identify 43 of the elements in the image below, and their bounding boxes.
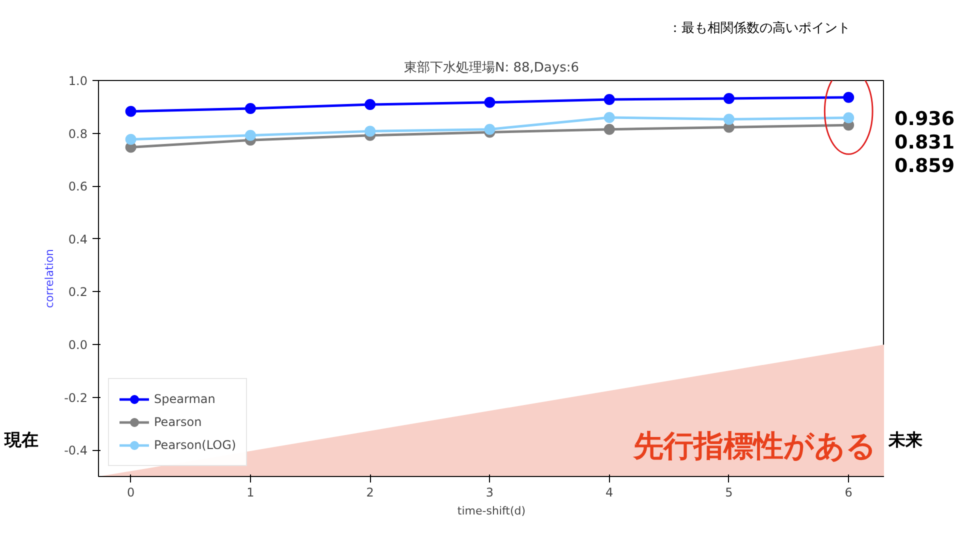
legend-label: Pearson — [154, 415, 202, 429]
point — [125, 134, 136, 145]
y-tick-label: 1.0 — [68, 74, 88, 88]
point — [364, 126, 376, 137]
point — [125, 106, 136, 117]
text: 0.831 — [894, 132, 955, 154]
annotation: 先行指標性がある — [632, 429, 876, 464]
y-tick-label: -0.2 — [64, 390, 88, 405]
point — [484, 124, 496, 135]
y-tick-label: 0.8 — [68, 126, 88, 141]
x-tick-label: 2 — [366, 486, 374, 500]
point — [604, 124, 615, 135]
point — [723, 92, 734, 104]
text: ：最も相関係数の高いポイント — [668, 20, 850, 36]
legend-label: Pearson(LOG) — [154, 438, 236, 452]
point — [723, 114, 734, 125]
y-tick-label: 0.4 — [68, 232, 88, 246]
x-tick-label: 0 — [126, 486, 135, 500]
y-tick-label: 0.0 — [68, 338, 88, 352]
text: 0.936 — [894, 108, 955, 130]
text: 現在 — [4, 430, 38, 451]
point — [484, 96, 496, 108]
point — [364, 99, 376, 110]
legend-label: Spearman — [154, 392, 216, 406]
point — [604, 112, 615, 123]
point — [244, 102, 256, 114]
point — [843, 112, 854, 124]
x-tick-label: 4 — [606, 486, 614, 500]
chart-title: 東部下水処理場N: 88,Days:6 — [404, 60, 580, 76]
point — [843, 92, 854, 103]
y-tick-label: 0.2 — [68, 285, 88, 300]
y-axis-title: correlation — [43, 248, 56, 308]
point — [604, 94, 615, 105]
x-tick-label: 3 — [486, 486, 494, 500]
text: 未来 — [888, 430, 922, 451]
x-tick-label: 5 — [725, 486, 733, 500]
x-axis-title: time-shift(d) — [457, 504, 526, 518]
y-tick-label: -0.4 — [64, 444, 88, 458]
y-tick-label: 0.6 — [68, 180, 88, 194]
point — [244, 130, 256, 141]
text: 0.859 — [894, 155, 955, 178]
x-tick-label: 1 — [246, 486, 254, 500]
x-tick-label: 6 — [844, 486, 852, 500]
